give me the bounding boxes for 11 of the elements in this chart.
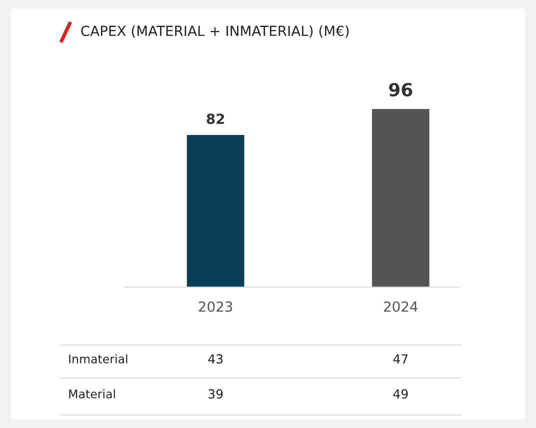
text: 49 xyxy=(393,389,408,399)
x-tick-label: 2024 xyxy=(384,301,418,312)
text: 39 xyxy=(208,389,223,399)
text: 47 xyxy=(393,354,408,364)
text: Inmaterial xyxy=(69,354,128,364)
chart-title: CAPEX (MATERIAL + INMATERIAL) (M€) xyxy=(81,25,349,38)
data-label: 96 xyxy=(389,82,412,97)
text: 43 xyxy=(208,354,223,364)
text: Material xyxy=(69,389,115,398)
x-tick-label: 2023 xyxy=(198,301,232,312)
data-label: 82 xyxy=(206,114,224,124)
